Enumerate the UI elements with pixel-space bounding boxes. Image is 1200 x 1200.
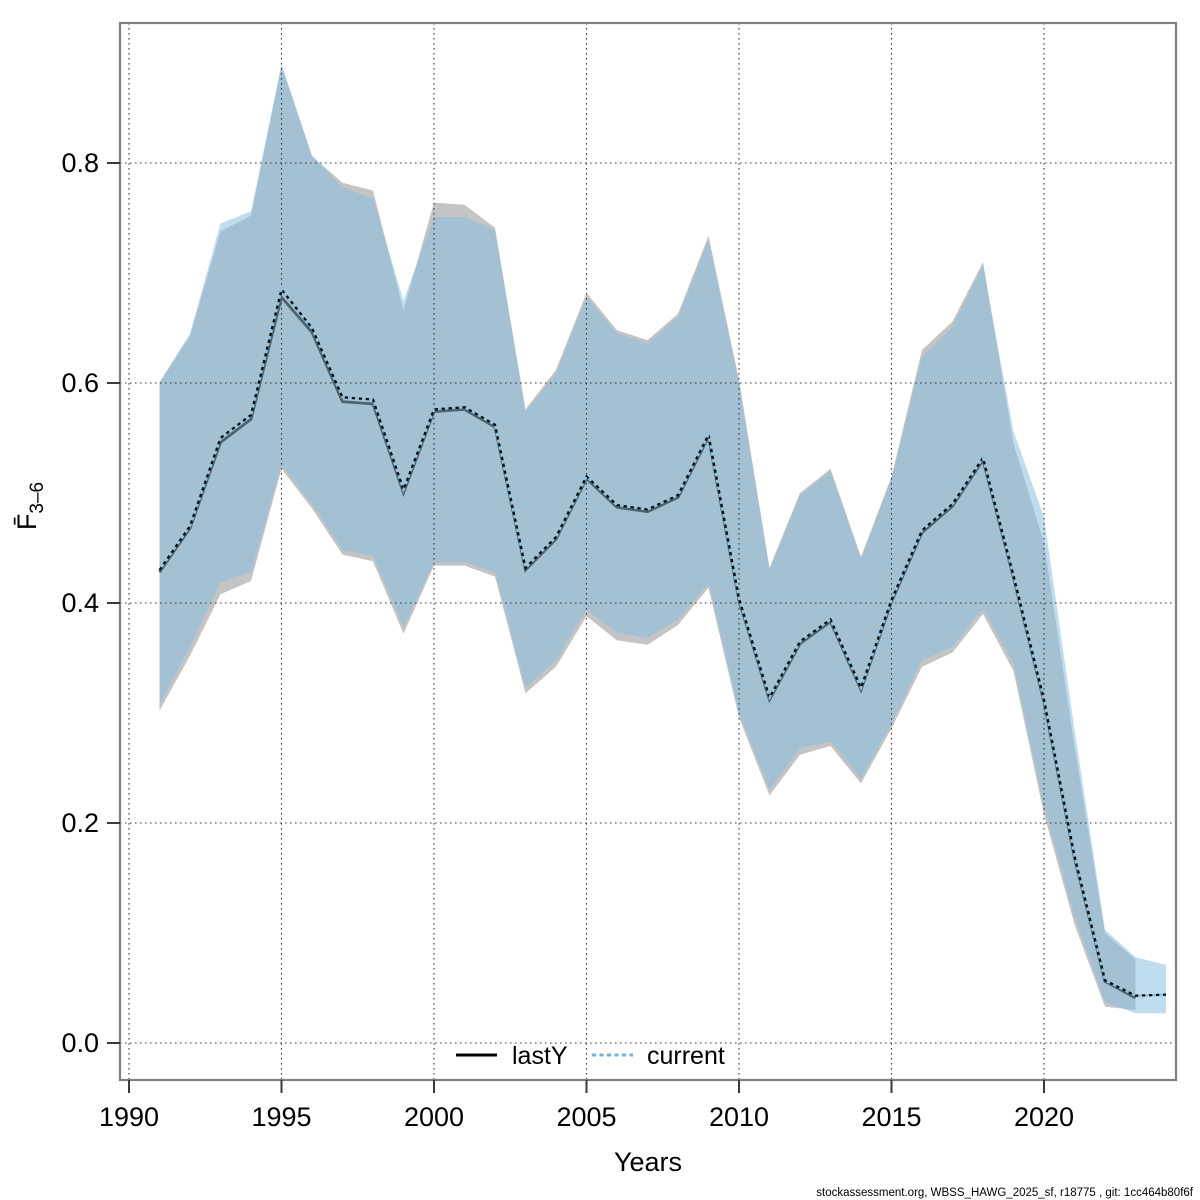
x-tick-label: 1990 (99, 1102, 159, 1132)
x-tick-label: 2020 (1014, 1102, 1074, 1132)
y-tick-label: 0.4 (61, 588, 99, 618)
y-tick-label: 0.8 (61, 148, 99, 178)
x-tick-label: 2005 (556, 1102, 616, 1132)
y-axis-title: F̄3–6 (12, 482, 48, 530)
x-tick-label: 2010 (709, 1102, 769, 1132)
x-tick-label: 2000 (404, 1102, 464, 1132)
y-axis-title-base: F̄ (12, 514, 42, 531)
axis-ticks (107, 162, 1045, 1093)
legend: lastY current (456, 1042, 725, 1070)
y-tick-label: 0.2 (61, 808, 99, 838)
f-lines (158, 286, 1167, 1000)
confidence-band-current (159, 64, 1166, 1014)
legend-label-lasty: lastY (512, 1042, 568, 1070)
x-tick-label: 1995 (251, 1102, 311, 1132)
gridlines (120, 23, 1176, 1080)
x-tick-label: 2015 (861, 1102, 921, 1132)
y-tick-label: 0.6 (61, 368, 99, 398)
confidence-bands (159, 64, 1166, 1014)
f-line-current-blue-dashes (158, 286, 1167, 997)
f-line-lasty (158, 294, 1137, 1000)
plot-frame (118, 21, 1178, 1082)
axis-tick-labels: 1990 1995 2000 2005 2010 2015 2020 0.0 0.2 0.4 0.6… (61, 148, 1074, 1132)
legend-label-current: current (647, 1042, 725, 1070)
y-tick-label: 0.0 (61, 1028, 99, 1058)
y-axis-title-subscript: 3–6 (27, 482, 48, 514)
x-axis-title: Years (614, 1147, 682, 1177)
watermark-text: stockassessment.org, WBSS_HAWG_2025_sf, … (816, 1187, 1194, 1199)
f-line-current-dark-dashes (158, 286, 1167, 997)
